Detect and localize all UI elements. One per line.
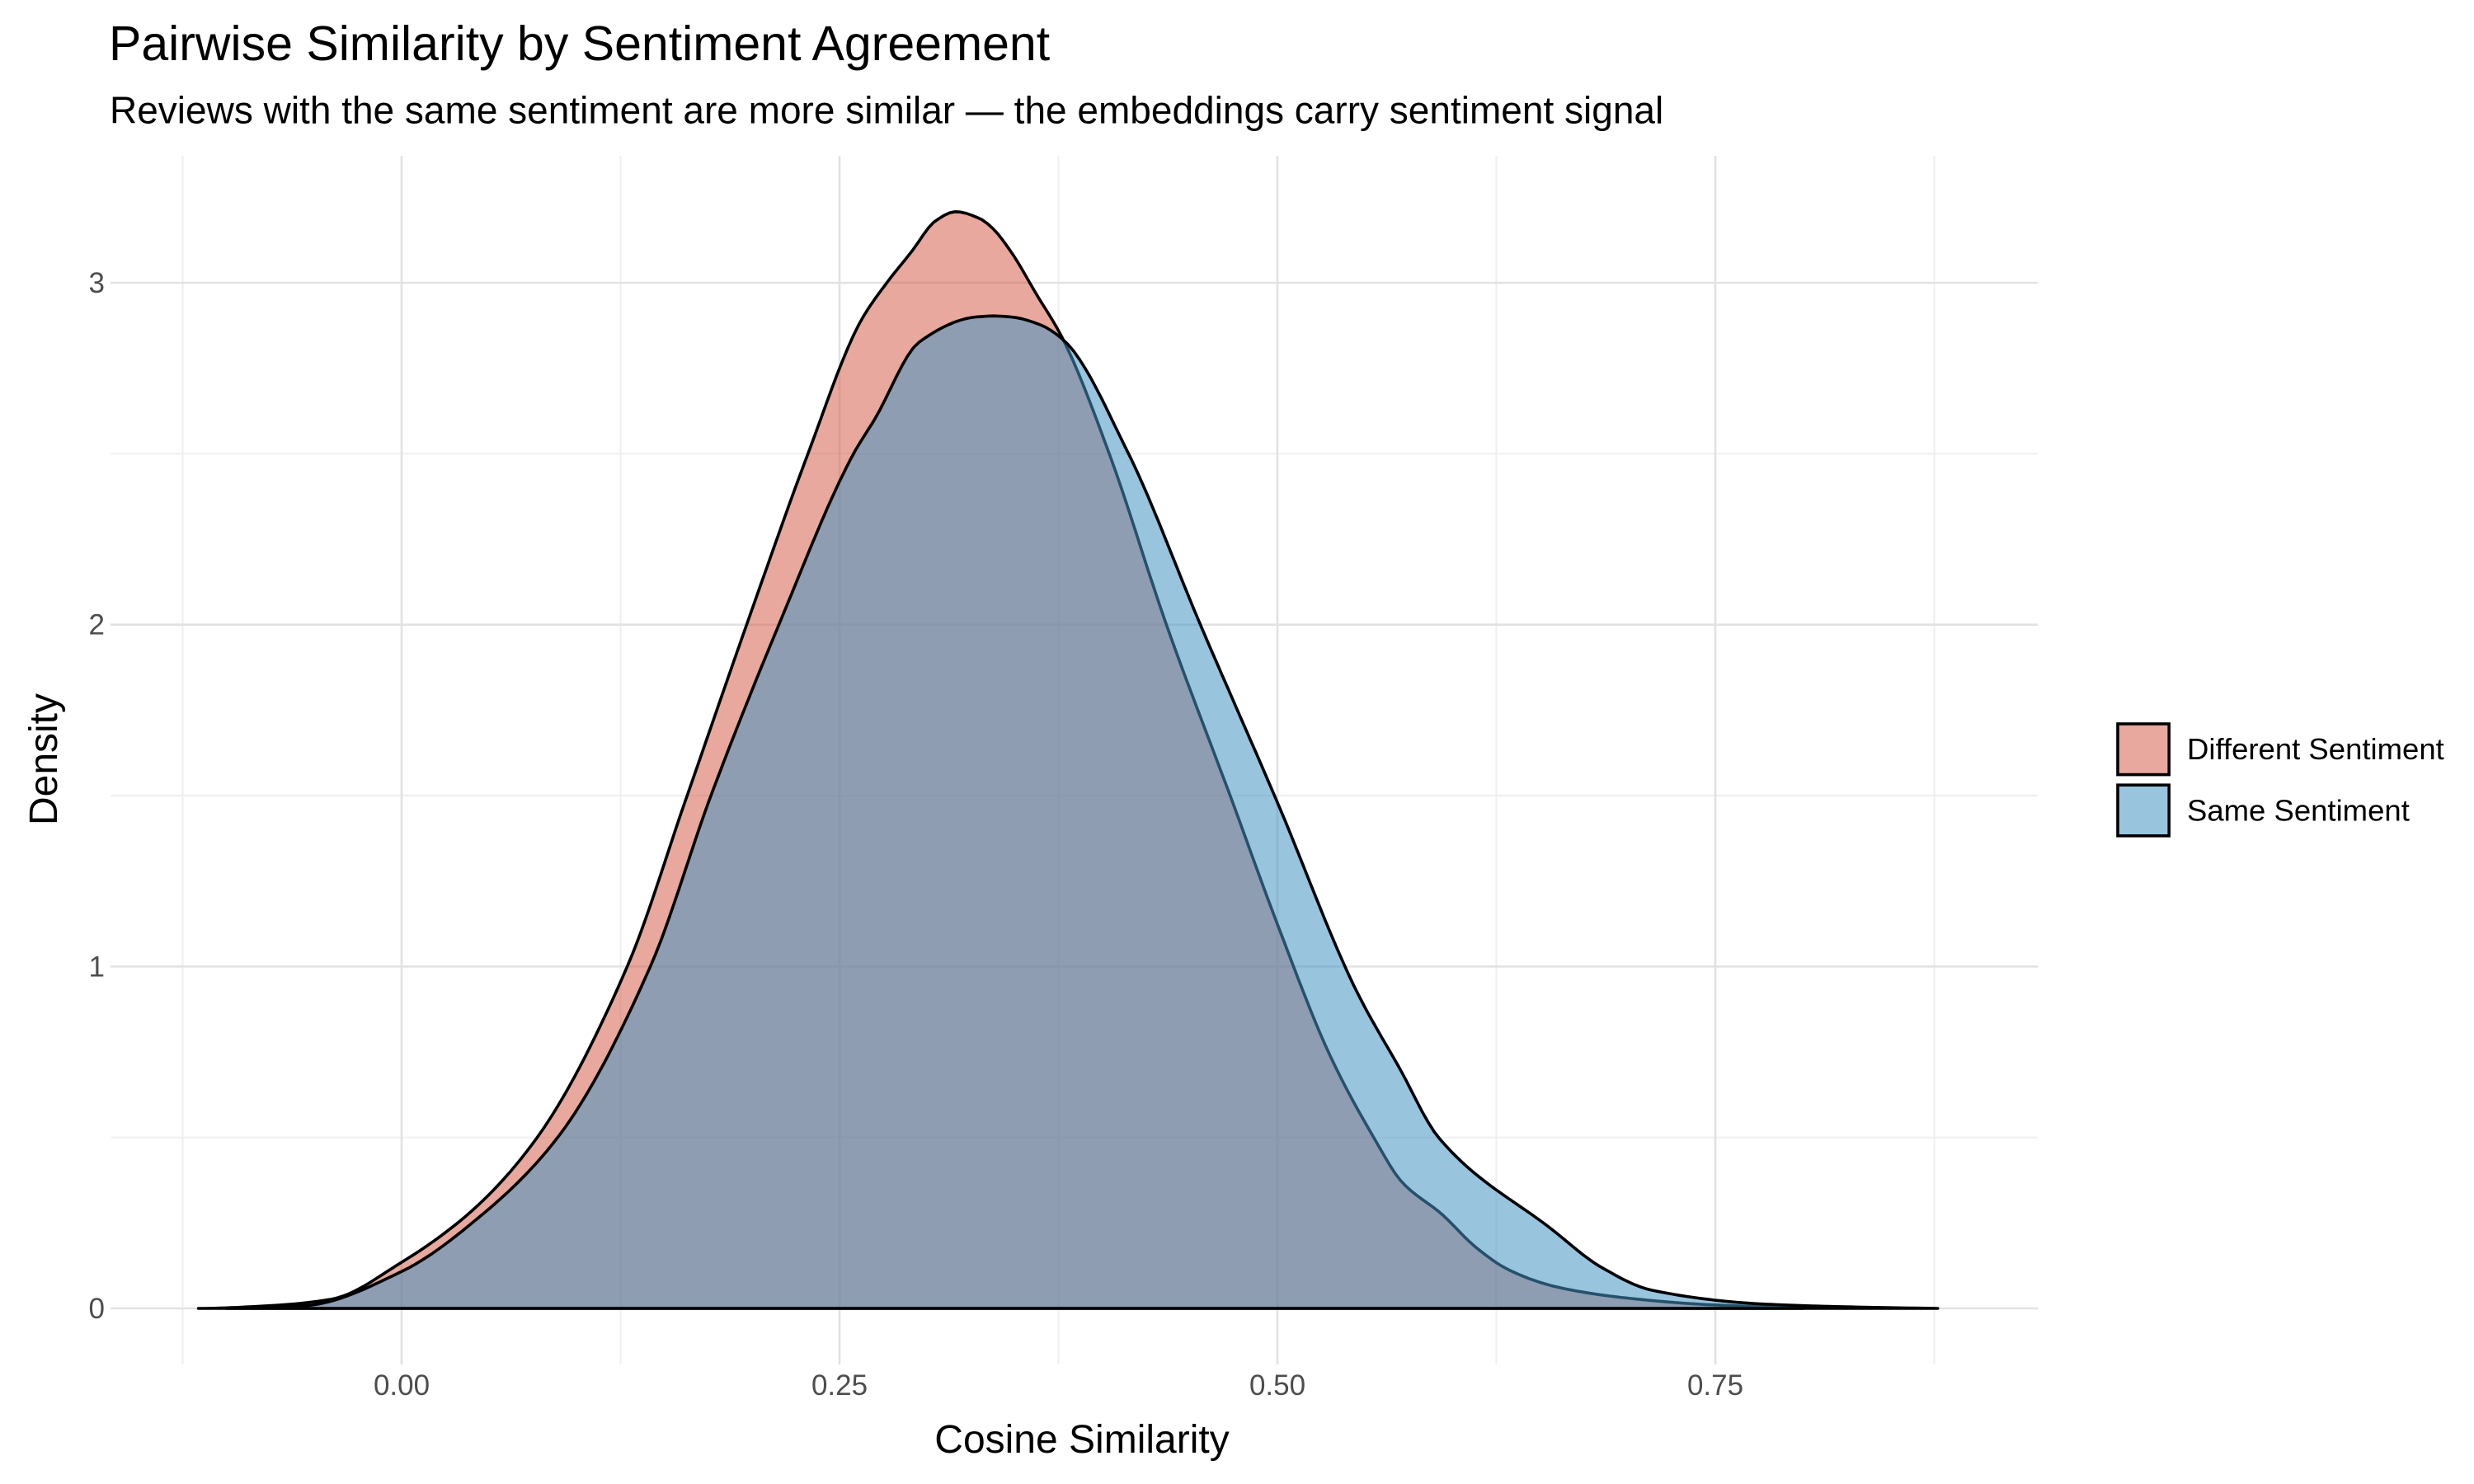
svg-text:1: 1: [89, 951, 105, 983]
svg-text:Cosine Similarity: Cosine Similarity: [934, 1418, 1229, 1462]
svg-text:0.00: 0.00: [374, 1369, 430, 1402]
svg-text:0: 0: [89, 1293, 105, 1325]
svg-text:0.25: 0.25: [811, 1369, 868, 1402]
svg-text:Density: Density: [22, 693, 66, 825]
svg-text:2: 2: [89, 609, 105, 641]
svg-text:3: 3: [89, 267, 105, 299]
svg-text:Reviews with the same sentimen: Reviews with the same sentiment are more…: [110, 89, 1663, 132]
svg-text:Pairwise Similarity by Sentime: Pairwise Similarity by Sentiment Agreeme…: [109, 16, 1050, 71]
svg-text:Same Sentiment: Same Sentiment: [2187, 794, 2410, 828]
svg-text:0.75: 0.75: [1687, 1369, 1743, 1402]
svg-text:Different Sentiment: Different Sentiment: [2187, 732, 2444, 766]
svg-text:0.50: 0.50: [1249, 1369, 1305, 1402]
